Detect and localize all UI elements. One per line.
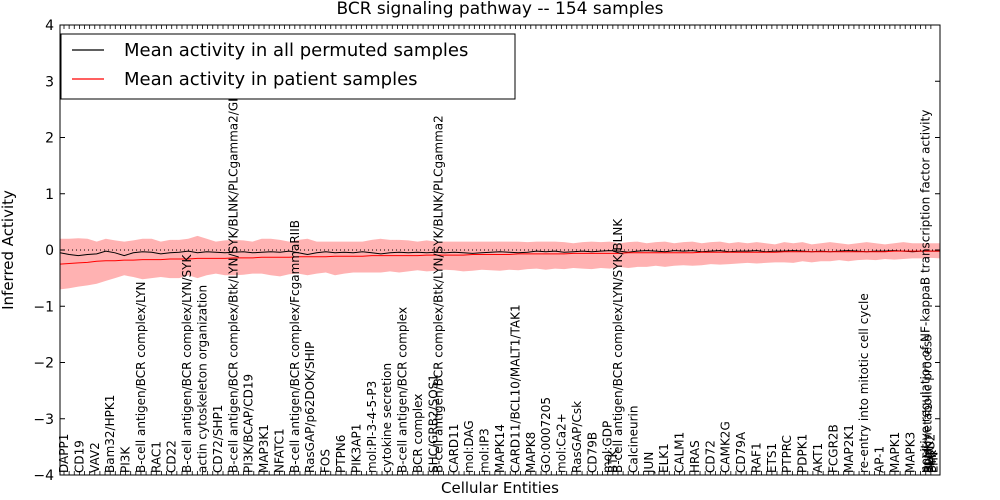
x-tick-label: RAC1 (149, 441, 163, 473)
x-tick-label: CD72 (703, 440, 717, 473)
series-layer (59, 250, 940, 265)
x-tick-label: ELK1 (657, 443, 671, 473)
x-tick-label: MAPK8 (524, 432, 538, 473)
x-tick-label: MAP2K1 (842, 424, 856, 473)
x-tick-label: CD22 (165, 440, 179, 473)
x-tick-label: GO:0007205 (539, 397, 553, 473)
x-tick-label: mol:DAG (462, 420, 476, 473)
x-tick-label: ETS1 (765, 443, 779, 473)
x-tick-label: B-cell antigen/BCR complex/LYN/SYK/BLNK (611, 218, 625, 473)
x-tick-label: CARD11/BCL10/MALT1/TAK1 (508, 304, 522, 473)
x-axis-tick-labels: DAPP1 CD19 VAV2 Bam32/HPK1 PI3K B-cell antige… (57, 78, 940, 474)
x-tick-label: PLCG2 (923, 434, 937, 473)
x-tick-label: MAPK14 (493, 424, 507, 473)
x-tick-label: B-cell antigen/BCR complex/Btk/LYN/SYK/B… (431, 115, 445, 473)
x-tick-label: FCGR2B (826, 424, 840, 473)
y-tick-label: 0 (45, 243, 54, 259)
x-tick-label: CD19 (72, 440, 86, 473)
x-tick-label: PI3K/BCAP/CD19 (242, 374, 256, 473)
x-tick-label: FOS (319, 449, 333, 473)
x-tick-label: positive regulation of NF-kappaB transcr… (919, 110, 933, 473)
x-tick-label: PTPN6 (334, 435, 348, 473)
x-tick-label: CD72/SHP1 (211, 405, 225, 473)
x-tick-label: RAF1 (750, 442, 764, 473)
y-tick-label: 3 (45, 74, 54, 90)
confidence-band (60, 235, 940, 290)
x-tick-label: CD79B (585, 432, 599, 473)
x-tick-label: BCR complex (411, 394, 425, 473)
series-line-2 (59, 250, 940, 265)
x-tick-label: MAPK1 (888, 432, 902, 473)
x-tick-label: CD79A (734, 431, 748, 473)
legend-label-1: Mean activity in all permuted samples (124, 40, 468, 61)
x-tick-label: NFATC1 (272, 428, 286, 473)
y-tick-label: −4 (33, 468, 54, 484)
x-tick-label: LYN (926, 452, 940, 473)
y-tick-label: 1 (45, 187, 54, 203)
y-tick-label: 2 (45, 131, 54, 147)
y-tick-label: −2 (33, 356, 54, 372)
x-tick-label: B-cell antigen/BCR complex (396, 307, 410, 473)
x-tick-label: re-entry into mitotic cell cycle (857, 293, 871, 473)
x-tick-label: actin cytoskeleton organization (196, 285, 210, 473)
legend-box (60, 33, 516, 100)
x-tick-label: B-cell antigen/BCR complex/LYN (134, 281, 148, 473)
x-tick-label: HRAS (688, 440, 702, 473)
x-tick-label: RasGAP/p62DOK/SHIP (303, 342, 317, 473)
y-tick-label: −1 (33, 299, 54, 315)
x-tick-label: PI3K (119, 446, 133, 473)
x-tick-label: CAMK2G (719, 421, 733, 473)
series-line-1 (59, 250, 940, 257)
y-tick-label: −3 (33, 412, 54, 428)
legend: Mean activity in all permuted samples Mea… (60, 33, 516, 100)
axes-layer (59, 24, 941, 476)
x-tick-label: PIK3AP1 (349, 424, 363, 473)
x-tick-label: BTK (606, 448, 620, 473)
x-tick-label: MAPK3 (903, 432, 917, 473)
x-tick-label: lipid metabolic process (920, 335, 934, 473)
x-tick-label: JUN (642, 452, 656, 474)
band-layer (60, 235, 940, 290)
x-tick-label: mol:Ca2+ (555, 413, 569, 473)
x-tick-label: B-cell antigen/BCR complex/Btk/LYN/SYK/B… (226, 78, 240, 473)
x-tick-label: MAP3K1 (257, 424, 271, 473)
x-axis-label: Cellular Entities (441, 479, 559, 497)
x-tick-label: PTPRC (780, 435, 794, 473)
y-axis-ticks: −4 −3 −2 −1 0 1 2 3 4 (33, 18, 940, 484)
x-tick-label: mol:IP3 (478, 428, 492, 473)
chart-title: BCR signaling pathway -- 154 samples (336, 0, 663, 19)
x-tick-label: Calcineurin (626, 406, 640, 473)
legend-label-2: Mean activity in patient samples (124, 69, 418, 90)
x-tick-label: mol:PI-3-4-5-P3 (365, 381, 379, 473)
x-tick-label: RasGAP/Csk (570, 401, 584, 473)
x-tick-label: Bam32/HPK1 (103, 395, 117, 473)
x-tick-label: B-cell antigen/BCR complex/FcgammaRIIB (288, 220, 302, 473)
y-tick-label: 4 (45, 18, 54, 34)
x-tick-label: SYK (925, 449, 939, 473)
x-tick-label: PDPK1 (796, 434, 810, 473)
x-tick-label: BLNK (922, 440, 936, 473)
x-tick-label: DAPP1 (57, 434, 71, 473)
x-tick-label: AP-1 (873, 446, 887, 473)
x-tick-label: CALM1 (673, 432, 687, 473)
x-tick-label: mol:GDP (601, 421, 615, 473)
x-tick-label: cytokine secretion (380, 363, 394, 473)
x-tick-label: AKT1 (811, 443, 825, 473)
x-tick-label: VAV2 (88, 442, 102, 473)
x-tick-label: CARD11 (447, 424, 461, 473)
x-tick-label: B-cell antigen/BCR complex/LYN/SYK (180, 253, 194, 473)
y-axis-label: Inferred Activity (0, 190, 17, 310)
x-tick-label: SHC/GRB2/SOS1 (426, 374, 440, 473)
